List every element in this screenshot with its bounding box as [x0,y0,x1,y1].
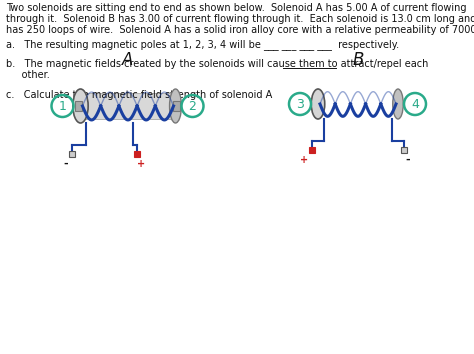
FancyBboxPatch shape [70,151,75,157]
FancyBboxPatch shape [84,93,172,119]
FancyBboxPatch shape [401,147,407,153]
Text: -: - [406,155,410,165]
Text: c.   Calculate the magnetic field strength of solenoid A: c. Calculate the magnetic field strength… [6,90,272,100]
Ellipse shape [73,89,88,123]
Text: -: - [63,159,68,169]
Text: 1: 1 [59,99,66,113]
FancyBboxPatch shape [75,101,82,112]
Ellipse shape [393,89,403,119]
Ellipse shape [311,89,325,119]
Text: +: + [137,159,145,169]
Text: A: A [122,51,134,69]
Text: b.   The magnetic fields created by the solenoids will cause them to attract/rep: b. The magnetic fields created by the so… [6,59,428,69]
Text: 3: 3 [296,97,304,110]
Text: other.: other. [6,70,50,80]
FancyBboxPatch shape [173,101,180,112]
Text: 2: 2 [189,99,196,113]
Ellipse shape [170,89,182,123]
Text: 4: 4 [411,97,419,110]
FancyBboxPatch shape [134,151,140,157]
Text: B: B [352,51,364,69]
Text: a.   The resulting magnetic poles at 1, 2, 3, 4 will be ___ ___ ___ ___  respect: a. The resulting magnetic poles at 1, 2,… [6,39,399,50]
Text: has 250 loops of wire.  Solenoid A has a solid iron alloy core with a relative p: has 250 loops of wire. Solenoid A has a … [6,25,474,35]
FancyBboxPatch shape [309,147,315,153]
Text: through it.  Solenoid B has 3.00 of current flowing through it.  Each solenoid i: through it. Solenoid B has 3.00 of curre… [6,14,474,24]
Text: Two solenoids are sitting end to end as shown below.  Solenoid A has 5.00 A of c: Two solenoids are sitting end to end as … [6,3,466,13]
Text: +: + [300,155,308,165]
